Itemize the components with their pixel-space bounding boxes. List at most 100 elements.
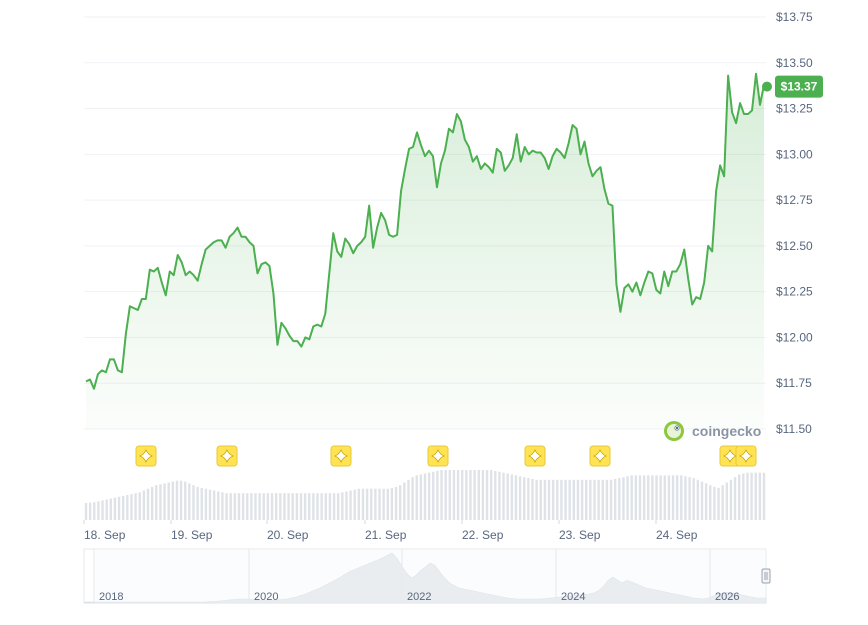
volume-bar: [382, 488, 385, 520]
volume-bar: [473, 470, 476, 520]
volume-bar: [237, 493, 241, 520]
volume-bar: [642, 475, 646, 520]
volume-bar: [452, 470, 456, 520]
star-icon[interactable]: [735, 445, 757, 467]
volume-bar: [246, 493, 249, 520]
volume-bar: [142, 490, 146, 520]
star-icon[interactable]: [719, 445, 741, 467]
volume-bar: [349, 490, 352, 520]
volume-bar: [345, 491, 348, 520]
volume-bar: [163, 483, 166, 520]
volume-bar: [762, 472, 766, 520]
volume-bar: [448, 470, 451, 520]
volume-bar: [233, 493, 237, 520]
volume-bar: [274, 493, 278, 520]
volume-bar: [518, 476, 522, 520]
volume-bar: [605, 479, 609, 520]
volume-bar: [754, 472, 757, 520]
current-price-label: $13.37: [781, 80, 818, 94]
volume-bar: [167, 482, 170, 520]
navigator-handle[interactable]: [761, 568, 771, 584]
volume-bar: [440, 470, 443, 520]
y-tick-label: $12.00: [776, 330, 813, 344]
volume-bar: [221, 492, 224, 520]
y-tick-label: $12.25: [776, 285, 813, 299]
star-icon[interactable]: [524, 445, 546, 467]
navigator-year-label: 2024: [561, 591, 585, 603]
price-line: [85, 72, 765, 390]
volume-bar: [88, 502, 92, 520]
volume-bar: [403, 482, 406, 520]
volume-bar: [299, 493, 303, 520]
volume-bar: [750, 472, 753, 520]
volume-bar: [609, 479, 613, 520]
volume-bar: [109, 498, 112, 520]
volume-bar: [680, 475, 683, 520]
volume-bar: [188, 483, 191, 520]
volume-bar: [531, 478, 534, 520]
volume-bar: [556, 479, 559, 520]
volume-bar: [399, 485, 402, 520]
volume-bar: [485, 470, 489, 520]
volume-bar: [122, 495, 125, 520]
volume-bar: [436, 470, 439, 520]
coingecko-logo: [664, 421, 684, 441]
volume-bar: [312, 493, 315, 520]
volume-bar: [709, 485, 712, 520]
volume-bar: [303, 493, 307, 520]
current-price-badge: $13.37: [762, 75, 823, 98]
volume-bar: [192, 485, 195, 520]
volume-bar: [113, 497, 117, 520]
volume-bar: [386, 488, 389, 520]
volume-bar: [688, 477, 691, 520]
volume-bar: [423, 473, 427, 520]
volume-bar: [663, 475, 666, 520]
y-tick-label: $11.75: [776, 376, 812, 390]
volume-bar: [477, 470, 480, 520]
star-icon[interactable]: [216, 445, 238, 467]
volume-bar: [527, 478, 530, 520]
range-navigator[interactable]: 2018 2020 2022 2024 2026: [83, 548, 771, 604]
volume-bar: [208, 489, 212, 520]
x-tick-label: 19. Sep: [171, 528, 213, 542]
volume-bar: [254, 493, 257, 520]
volume-bar: [217, 491, 220, 520]
star-icon[interactable]: [330, 445, 352, 467]
volume-bar: [469, 470, 472, 520]
volume-bar: [547, 479, 551, 520]
navigator-area: [84, 552, 767, 604]
volume-bar: [659, 475, 662, 520]
navigator-year-label: 2022: [407, 591, 431, 603]
volume-bar: [506, 473, 509, 520]
navigator-year-label: 2020: [254, 591, 278, 603]
x-tick-label: 21. Sep: [365, 528, 407, 542]
volume-bar: [415, 475, 418, 520]
volume-bar: [287, 493, 290, 520]
volume-bar: [717, 487, 720, 520]
volume-bar: [514, 475, 518, 520]
star-icon[interactable]: [589, 445, 611, 467]
volume-bar: [175, 480, 179, 520]
volume-bar: [713, 486, 716, 520]
volume-bar: [564, 479, 567, 520]
price-area-fill: [86, 73, 764, 429]
volume-bar: [651, 475, 654, 520]
volume-bar: [551, 479, 555, 520]
star-icon[interactable]: [427, 445, 449, 467]
volume-bar: [671, 475, 675, 520]
volume-bar: [291, 493, 294, 520]
volume-bar: [138, 492, 141, 520]
navigator-selected-range[interactable]: [95, 549, 766, 603]
volume-bar: [394, 486, 398, 520]
star-icon[interactable]: [135, 445, 157, 467]
volume-bar: [365, 488, 369, 520]
volume-bar: [146, 488, 150, 520]
volume-bar: [341, 492, 344, 520]
price-area: [86, 73, 764, 429]
volume-bar: [427, 472, 431, 520]
volume-bar: [407, 479, 410, 520]
last-price-dot: [762, 81, 772, 92]
volume-bar: [250, 493, 253, 520]
